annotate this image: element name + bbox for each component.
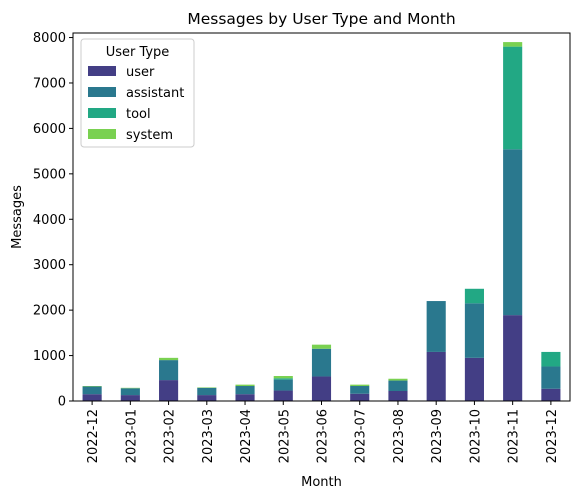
bar-user-2023-05: [274, 391, 293, 401]
bar-assistant-2023-10: [465, 303, 484, 358]
x-tick-label: 2023-02: [163, 409, 178, 463]
x-tick-label: 2023-04: [239, 409, 254, 463]
bar-system-2023-11: [503, 42, 522, 47]
legend-swatch-user: [88, 66, 116, 76]
legend-label-user: user: [126, 65, 155, 80]
x-tick-label: 2023-03: [201, 409, 216, 463]
bar-user-2023-11: [503, 315, 522, 401]
bar-user-2023-01: [121, 395, 140, 401]
bar-user-2022-12: [83, 394, 102, 401]
bar-system-2023-05: [274, 376, 293, 378]
legend-label-assistant: assistant: [126, 86, 184, 101]
y-tick-label: 1000: [33, 349, 66, 364]
bar-user-2023-06: [312, 376, 331, 401]
x-tick-label: 2023-09: [430, 409, 445, 463]
y-tick-label: 6000: [33, 122, 66, 137]
legend-swatch-assistant: [88, 87, 116, 97]
legend-label-system: system: [126, 128, 173, 143]
bar-assistant-2022-12: [83, 386, 102, 394]
bar-user-2023-03: [197, 395, 216, 401]
bar-assistant-2023-08: [388, 381, 407, 391]
x-tick-label: 2023-05: [277, 409, 292, 463]
legend-swatch-tool: [88, 108, 116, 118]
bar-assistant-2023-11: [503, 149, 522, 315]
bar-user-2023-12: [541, 389, 560, 401]
y-tick-label: 4000: [33, 213, 66, 228]
bar-assistant-2023-12: [541, 366, 560, 388]
bar-assistant-2023-04: [235, 386, 254, 394]
x-tick-label: 2022-12: [86, 409, 101, 463]
bar-system-2023-08: [388, 379, 407, 381]
bar-system-2023-07: [350, 385, 369, 386]
bar-system-2023-02: [159, 358, 178, 360]
bar-user-2023-04: [235, 394, 254, 401]
x-tick-label: 2023-12: [545, 409, 560, 463]
x-tick-label: 2023-01: [124, 409, 139, 463]
x-axis-label: Month: [301, 475, 342, 490]
legend-swatch-system: [88, 129, 116, 139]
legend-title: User Type: [106, 45, 170, 60]
bar-assistant-2023-06: [312, 349, 331, 377]
x-tick-label: 2023-08: [392, 409, 407, 463]
bar-tool-2023-10: [465, 289, 484, 304]
x-tick-label: 2023-11: [507, 409, 522, 463]
chart-title: Messages by User Type and Month: [187, 10, 455, 28]
bar-assistant-2023-09: [427, 301, 446, 352]
bar-tool-2023-12: [541, 352, 560, 367]
y-tick-label: 0: [58, 395, 66, 410]
bar-system-2023-04: [235, 385, 254, 386]
bar-user-2023-02: [159, 380, 178, 401]
bar-assistant-2023-07: [350, 386, 369, 394]
y-axis-label: Messages: [10, 185, 25, 249]
bar-assistant-2023-01: [121, 388, 140, 395]
legend-label-tool: tool: [126, 107, 151, 122]
bar-assistant-2023-05: [274, 380, 293, 391]
x-tick-label: 2023-07: [354, 409, 369, 463]
bar-system-2023-06: [312, 345, 331, 349]
bar-assistant-2023-03: [197, 388, 216, 395]
y-tick-label: 7000: [33, 76, 66, 91]
y-tick-label: 5000: [33, 167, 66, 182]
x-tick-label: 2023-06: [316, 409, 331, 463]
y-tick-label: 8000: [33, 31, 66, 46]
bar-tool-2023-05: [274, 378, 293, 379]
bar-assistant-2023-02: [159, 360, 178, 380]
y-tick-label: 3000: [33, 258, 66, 273]
bar-user-2023-07: [350, 394, 369, 401]
y-tick-label: 2000: [33, 304, 66, 319]
bar-tool-2023-11: [503, 47, 522, 150]
x-tick-label: 2023-10: [468, 409, 483, 463]
x-axis-ticks: 2022-12 2023-01 2023-02 2023-03 2023-04 2023-…: [86, 401, 560, 463]
y-axis-ticks: 0 1000 2000 3000 4000 5000 6000 7000 8000: [33, 31, 73, 409]
legend: User Type user assistant tool system: [81, 39, 194, 147]
bar-user-2023-09: [427, 352, 446, 401]
bar-user-2023-08: [388, 391, 407, 401]
bar-user-2023-10: [465, 358, 484, 401]
